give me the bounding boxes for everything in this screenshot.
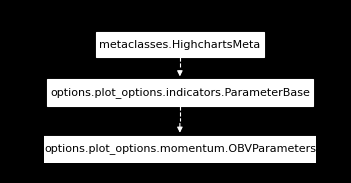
Text: options.plot_options.momentum.OBVParameters: options.plot_options.momentum.OBVParamet… bbox=[44, 143, 316, 154]
Text: options.plot_options.indicators.ParameterBase: options.plot_options.indicators.Paramete… bbox=[50, 87, 310, 98]
FancyBboxPatch shape bbox=[96, 32, 264, 57]
FancyBboxPatch shape bbox=[47, 79, 313, 106]
Text: metaclasses.HighchartsMeta: metaclasses.HighchartsMeta bbox=[99, 40, 260, 50]
FancyBboxPatch shape bbox=[41, 136, 319, 162]
